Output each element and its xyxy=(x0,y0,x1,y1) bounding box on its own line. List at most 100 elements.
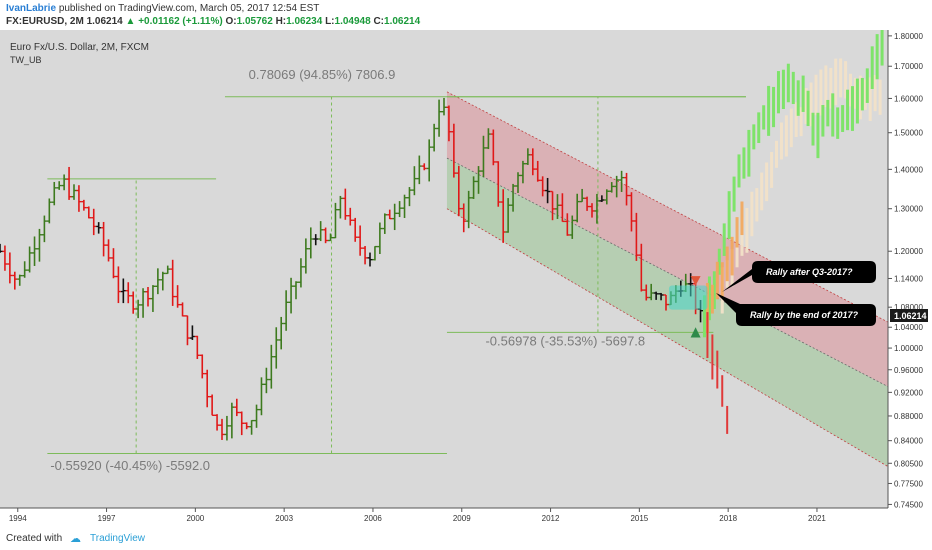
ohlc-bar xyxy=(658,292,664,301)
ohlc-bar xyxy=(594,193,600,224)
ohlc-bar xyxy=(91,208,97,236)
ohlc-bar xyxy=(426,139,432,182)
ohlc-bar xyxy=(51,181,57,206)
ohlc-bar xyxy=(194,335,200,360)
author-link[interactable]: IvanLabrie xyxy=(6,3,57,14)
ohlc-bar xyxy=(456,165,462,217)
channel-upper-line xyxy=(446,91,889,323)
ohlc-bar xyxy=(135,299,141,319)
x-axis[interactable]: 1994 1997 2000 2003 2006 2009 2012 2015 2018 2021 xyxy=(0,507,888,530)
ohlc-bar xyxy=(150,285,156,312)
ohlc-bar xyxy=(273,327,279,369)
ohlc-bar xyxy=(189,325,195,340)
x-tick-label: 1994 xyxy=(9,514,27,523)
ohlc-bar xyxy=(7,252,13,284)
y-tick-label: 0.88000 xyxy=(894,412,923,421)
open-label: O: xyxy=(225,16,237,27)
ohlc-bar xyxy=(81,199,87,211)
ohlc-bar xyxy=(0,243,3,253)
ohlc-bar xyxy=(258,377,264,416)
ohlc-bar xyxy=(510,183,516,212)
ohlc-bar xyxy=(372,245,378,261)
y-tick-label: 0.80500 xyxy=(894,459,923,468)
indicator-label: TW_UB xyxy=(10,55,42,65)
ohlc-bar xyxy=(170,259,176,306)
measure-label-decline: -0.56978 (-35.53%) -5697.8 xyxy=(485,333,645,348)
ohlc-bar xyxy=(604,189,610,205)
ohlc-bar xyxy=(367,252,373,267)
tradingview-brand-link[interactable]: TradingView xyxy=(90,533,146,544)
ohlc-bar xyxy=(362,245,368,265)
callout-rally-end: Rally by the end of 2017? xyxy=(716,293,876,326)
ohlc-bar xyxy=(559,193,565,223)
y-tick-label: 1.20000 xyxy=(894,247,923,256)
ohlc-bar xyxy=(234,398,240,417)
x-tick-label: 2003 xyxy=(275,514,293,523)
ohlc-bar xyxy=(160,271,166,291)
ohlc-bar xyxy=(485,128,491,150)
y-tick-label: 1.80000 xyxy=(894,32,923,41)
ohlc-bar xyxy=(224,415,230,441)
ohlc-bar xyxy=(214,414,220,431)
close-label: C: xyxy=(373,16,385,27)
ohlc-bar xyxy=(357,225,363,256)
ohlc-bar xyxy=(283,290,289,331)
y-axis-background xyxy=(888,30,932,528)
ohlc-bar xyxy=(332,202,338,239)
chart-area[interactable]: Euro Fx/U.S. Dollar, 2M, FXCM TW_UB 0.78… xyxy=(0,21,932,530)
callout-text-q3: Rally after Q3-2017? xyxy=(766,267,853,277)
ohlc-bar xyxy=(628,192,634,232)
ohlc-bar xyxy=(441,97,447,116)
ohlc-bar xyxy=(140,288,146,318)
ohlc-bar xyxy=(377,222,383,255)
forecast-bars xyxy=(702,21,884,434)
ohlc-bar xyxy=(545,177,551,204)
ohlc-bar xyxy=(101,221,107,257)
ohlc-bar xyxy=(614,175,620,198)
y-tick-label: 1.14000 xyxy=(894,274,923,283)
ohlc-bar xyxy=(229,402,235,439)
ohlc-bar xyxy=(382,213,388,234)
ohlc-bar xyxy=(574,193,580,223)
ohlc-bar xyxy=(46,198,52,224)
price-chart[interactable]: Euro Fx/U.S. Dollar, 2M, FXCM TW_UB 0.78… xyxy=(0,21,932,530)
ohlc-bar xyxy=(599,195,605,202)
ohlc-bar xyxy=(421,163,427,171)
ohlc-bar xyxy=(406,187,412,207)
x-tick-label: 1997 xyxy=(98,514,116,523)
ohlc-bar xyxy=(209,394,215,416)
forecast-cloud-band xyxy=(668,285,708,310)
x-axis-background xyxy=(0,508,888,530)
ohlc-bar xyxy=(569,215,575,239)
ohlc-bar xyxy=(584,196,590,211)
ohlc-bar xyxy=(323,227,329,244)
ohlc-bar xyxy=(638,243,644,292)
ohlc-bar xyxy=(120,278,126,304)
x-tick-label: 2006 xyxy=(364,514,382,523)
ohlc-bar xyxy=(76,185,82,212)
y-axis[interactable]: 1.80000 1.70000 1.60000 1.50000 1.40000 1.300… xyxy=(887,30,932,528)
ohlc-bar xyxy=(61,174,67,191)
y-tick-label: 1.40000 xyxy=(894,165,923,174)
ohlc-bar xyxy=(589,203,595,218)
ohlc-bar xyxy=(525,148,531,165)
low-value: 1.04948 xyxy=(334,16,371,27)
ohlc-bar xyxy=(490,129,496,166)
x-tick-label: 2015 xyxy=(630,514,648,523)
ohlc-bar xyxy=(446,105,452,142)
channel-lower-line xyxy=(446,208,889,467)
publish-info: IvanLabrie published on TradingView.com,… xyxy=(6,3,319,14)
ohlc-bar xyxy=(663,294,669,311)
y-tick-label: 1.30000 xyxy=(894,205,923,214)
ohlc-bar xyxy=(495,161,501,207)
ohlc-bar xyxy=(431,123,437,152)
ohlc-bar xyxy=(328,233,334,242)
ohlc-bar xyxy=(219,418,225,440)
ohlc-bar xyxy=(352,217,358,242)
ohlc-bar xyxy=(564,213,570,236)
ohlc-bar xyxy=(165,265,171,275)
ohlc-bar xyxy=(337,195,343,219)
forecast-cloud xyxy=(668,276,708,338)
last-price-tag: 1.06214 xyxy=(890,309,928,322)
ohlc-bar xyxy=(249,419,255,435)
